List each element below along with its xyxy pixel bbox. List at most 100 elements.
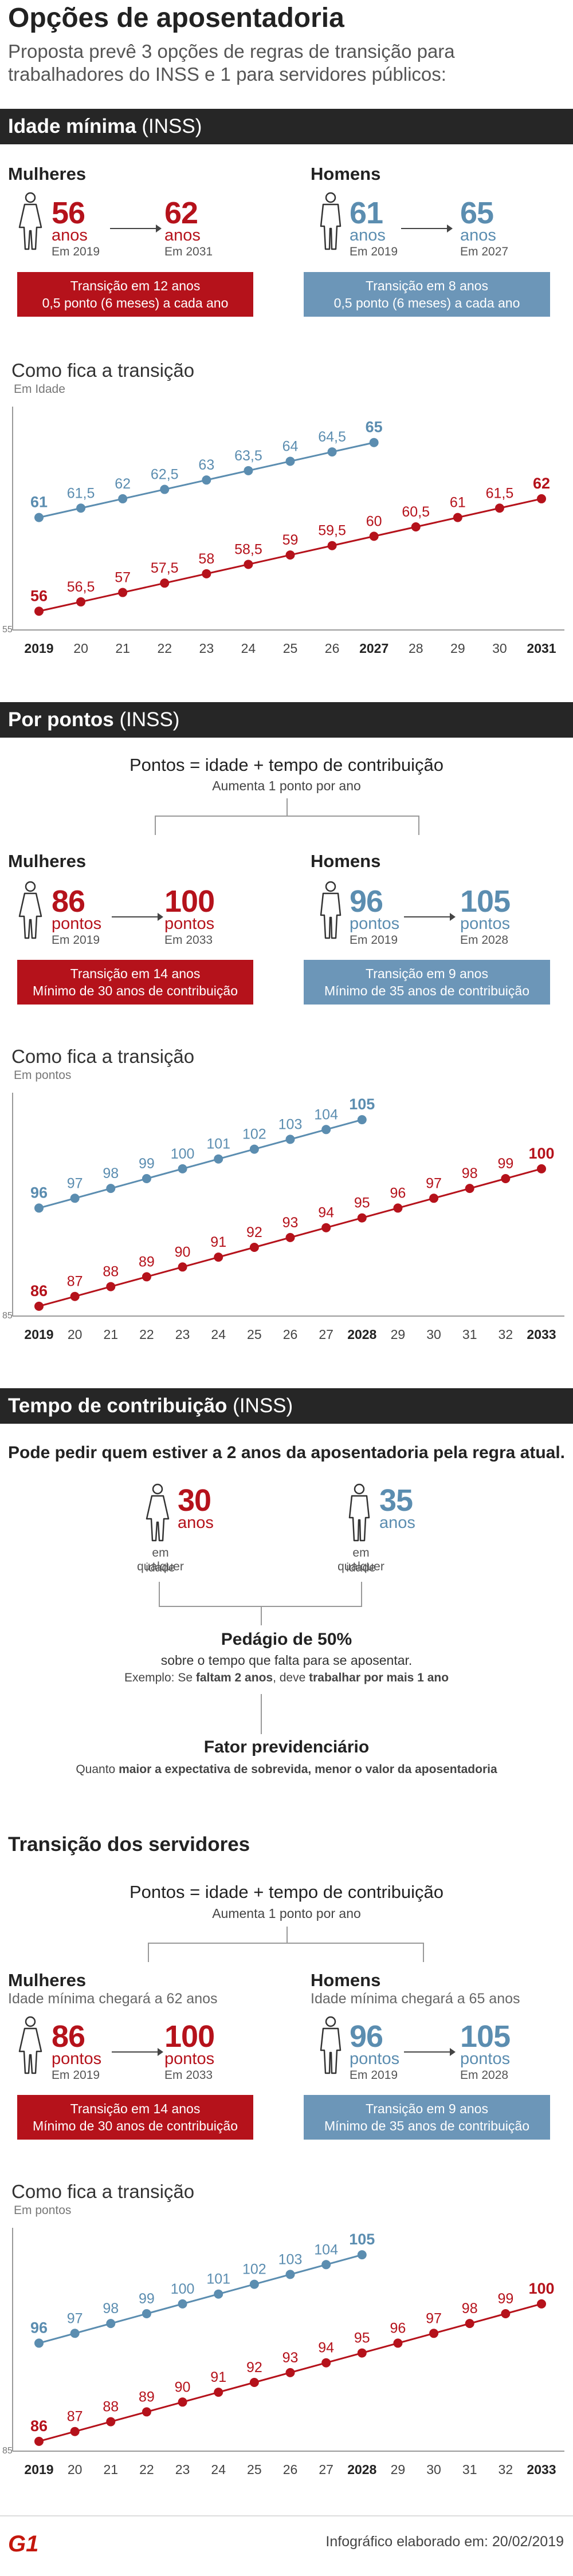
connector-line <box>155 816 156 835</box>
section-header-bold: Tempo de contribuição <box>8 1395 227 1417</box>
data-label: 101 <box>206 1136 230 1152</box>
woman-icon <box>146 1483 170 1542</box>
women-from-number: 86 <box>52 884 85 919</box>
connector-line <box>423 1943 424 1962</box>
men-from-unit: anos <box>350 226 386 245</box>
x-tick-label: 23 <box>199 641 214 656</box>
women-to-year: Em 2033 <box>164 2069 213 2082</box>
x-tick-label: 31 <box>462 2462 477 2477</box>
data-label: 62,5 <box>151 467 179 483</box>
data-point <box>285 1232 295 1242</box>
y-min-label: 55 <box>2 625 13 635</box>
data-label: 62 <box>533 475 550 492</box>
data-point <box>357 2348 367 2358</box>
group-label-women: Mulheres <box>8 164 87 184</box>
connector-line <box>261 1606 262 1625</box>
data-label: 90 <box>175 1244 191 1260</box>
data-label: 61 <box>30 494 48 511</box>
connector-line <box>286 1927 288 1943</box>
arrow-right-icon <box>112 913 163 921</box>
data-label: 94 <box>318 2340 334 2356</box>
data-label: 64 <box>282 438 299 454</box>
pedagio-example-a: Exemplo: Se <box>124 1671 196 1684</box>
data-point <box>285 1135 295 1144</box>
men-from-year: Em 2019 <box>350 245 398 258</box>
connector-line <box>148 1943 424 1944</box>
x-tick-label: 30 <box>492 641 507 656</box>
data-label: 59 <box>282 532 299 548</box>
data-label: 99 <box>497 2291 513 2307</box>
x-tick-label: 2028 <box>347 2462 376 2477</box>
data-point <box>537 1164 546 1173</box>
page-title: Opções de aposentadoria <box>8 3 344 33</box>
data-label: 99 <box>139 2291 155 2307</box>
data-label: 92 <box>246 2360 262 2376</box>
points-formula: Pontos = idade + tempo de contribuição <box>129 755 444 775</box>
women-from-year: Em 2019 <box>52 245 100 258</box>
women-from-year: Em 2019 <box>52 933 100 947</box>
x-tick-label: 24 <box>211 2462 226 2477</box>
data-label: 63 <box>198 457 214 473</box>
man-icon <box>348 1483 370 1542</box>
connector-line <box>286 798 288 816</box>
data-label: 93 <box>282 1215 299 1231</box>
data-point <box>249 1243 259 1252</box>
band-line-1: Transição em 12 anos <box>70 278 201 293</box>
women-transition-band: Transição em 14 anos Mínimo de 30 anos de… <box>17 2095 253 2140</box>
x-tick-label: 26 <box>325 641 340 656</box>
data-label: 57 <box>115 570 131 586</box>
women-to-unit: anos <box>164 226 201 245</box>
x-tick-label: 22 <box>157 641 172 656</box>
data-label: 95 <box>354 1195 370 1211</box>
x-tick-label: 2027 <box>359 641 388 656</box>
connector-line <box>159 1606 362 1607</box>
connector-line <box>261 1694 262 1734</box>
data-point <box>285 456 295 466</box>
x-tick-label: 29 <box>450 641 465 656</box>
points-transition-chart: 85 2019 20 21 22 23 24 25 26 27 2028 29 30 31 32 2033 86… <box>2 1093 564 1342</box>
chart-title: Como fica a transição <box>11 2181 195 2202</box>
data-point <box>321 1125 331 1135</box>
data-point <box>285 550 295 560</box>
x-tick-label: 2031 <box>527 641 556 656</box>
x-tick-label: 2019 <box>24 641 53 656</box>
data-point <box>285 2368 295 2377</box>
data-label: 61 <box>450 495 466 511</box>
section-header-por-pontos: Por pontos (INSS) <box>0 702 573 738</box>
data-label: 95 <box>354 2330 370 2346</box>
x-tick-label: 29 <box>391 2462 406 2477</box>
data-label: 86 <box>30 2417 48 2435</box>
band-line-1: Transição em 14 anos <box>70 2101 201 2116</box>
x-tick-label: 20 <box>73 641 88 656</box>
data-label: 64,5 <box>318 429 346 445</box>
band-line-2: 0,5 ponto (6 meses) a cada ano <box>333 296 520 310</box>
pedagio-example: Exemplo: Se faltam 2 anos, deve trabalha… <box>0 1671 573 1685</box>
x-tick-label: 28 <box>409 641 423 656</box>
band-line-2: 0,5 ponto (6 meses) a cada ano <box>42 296 229 310</box>
y-min-label: 85 <box>2 1311 13 1321</box>
men-to-number: 105 <box>460 2019 511 2054</box>
men-contribution-years: 35 <box>379 1483 413 1518</box>
group-sub-men: Idade mínima chegará a 65 anos <box>311 1991 520 2007</box>
data-point <box>411 522 421 531</box>
data-label: 98 <box>462 2301 478 2317</box>
data-label: 60 <box>366 513 382 529</box>
data-point <box>34 2436 44 2446</box>
connector-line <box>155 816 419 817</box>
data-point <box>321 2358 331 2368</box>
women-to-unit: pontos <box>164 2050 215 2068</box>
data-point <box>321 2260 331 2270</box>
contribution-lead: Pode pedir quem estiver a 2 anos da apos… <box>8 1443 565 1462</box>
connector-line <box>148 1943 149 1962</box>
woman-icon <box>18 2016 42 2074</box>
men-transition-band: Transição em 9 anos Mínimo de 35 anos de … <box>304 960 550 1005</box>
data-label: 86 <box>30 1282 48 1299</box>
data-point <box>249 1144 259 1154</box>
x-tick-label: 26 <box>283 1327 298 1342</box>
women-from-number: 56 <box>52 196 85 230</box>
series-line-homens <box>38 2254 363 2344</box>
data-point <box>34 1203 44 1213</box>
group-label-men: Homens <box>311 1970 381 1990</box>
data-point <box>70 1291 80 1301</box>
women-to-year: Em 2033 <box>164 933 213 947</box>
